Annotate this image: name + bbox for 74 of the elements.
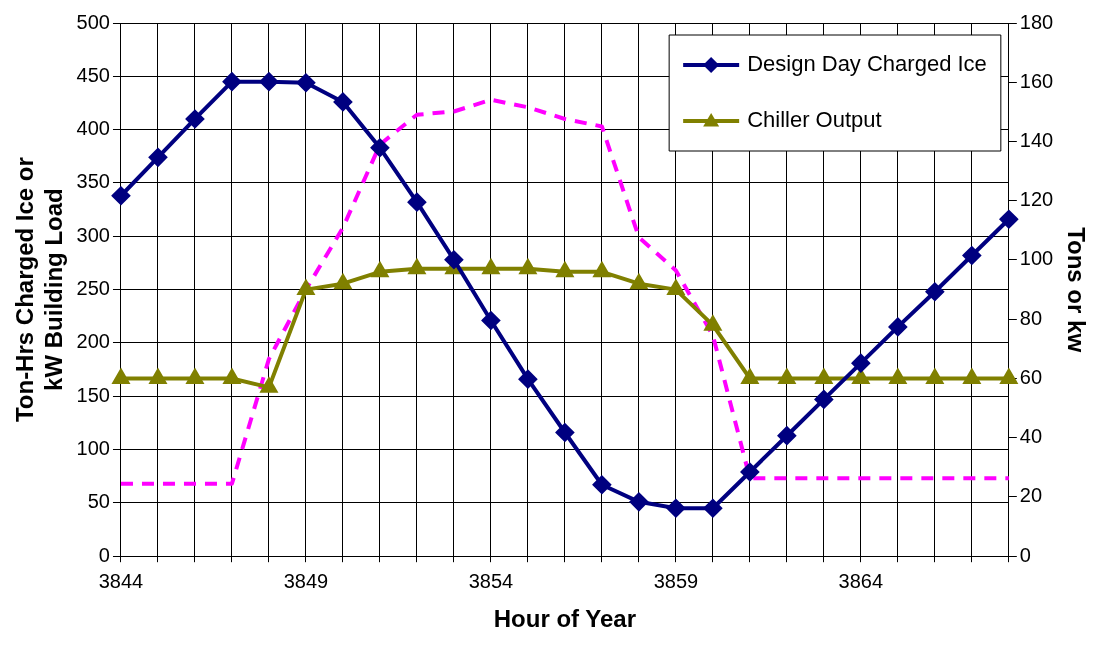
x-tick-label: 3849 (283, 569, 329, 592)
point (444, 250, 463, 269)
point (371, 262, 388, 278)
y-tick-label: 500 (76, 10, 110, 33)
point (889, 369, 906, 384)
point (222, 72, 241, 91)
y-tick-label: 50 (87, 490, 110, 513)
point (999, 210, 1018, 229)
y-tick-label: 350 (76, 170, 110, 193)
y-axis-title: Ton-Hrs Charged Ice or kW Building Load (11, 157, 67, 423)
point (111, 186, 130, 205)
point (704, 316, 721, 331)
point (518, 370, 537, 389)
x-tick-label: 3859 (653, 569, 699, 592)
point (852, 369, 869, 384)
point (963, 369, 980, 384)
point (778, 369, 795, 384)
y-tick-label: 150 (76, 383, 110, 406)
y2-tick-label: 100 (1019, 247, 1054, 270)
point (777, 426, 796, 445)
point (703, 499, 722, 518)
point (814, 390, 833, 409)
point (334, 274, 351, 290)
point (629, 492, 648, 511)
point (112, 369, 130, 384)
y-tick-label: 300 (76, 223, 110, 246)
x-tick-label: 3864 (838, 569, 884, 592)
point (481, 311, 500, 330)
point (296, 73, 315, 92)
y2-tick-label: 140 (1019, 129, 1054, 151)
y2-tick-label: 0 (1019, 543, 1031, 566)
point (259, 72, 278, 91)
y-tick-label: 0 (98, 543, 110, 566)
point (555, 423, 574, 442)
point (925, 282, 944, 301)
y2-axis-title: Tons or kw (1062, 227, 1090, 353)
point (408, 259, 425, 275)
point (740, 462, 759, 481)
point (148, 148, 167, 167)
point (926, 369, 943, 384)
point (666, 499, 685, 518)
y-tick-label: 100 (76, 437, 110, 460)
y-tick-label: 250 (76, 277, 110, 300)
point (1000, 369, 1017, 384)
point (223, 369, 241, 384)
point (815, 369, 832, 384)
point (186, 369, 204, 384)
point (888, 317, 907, 336)
y-tick-label: 400 (76, 117, 110, 140)
point (962, 246, 981, 265)
y2-tick-label: 160 (1019, 69, 1054, 92)
y2-tick-label: 40 (1019, 425, 1043, 448)
x-axis-title: Hour of Year (493, 605, 637, 633)
point (260, 378, 278, 393)
point (592, 475, 611, 494)
y-tick-label: 450 (76, 63, 110, 86)
legend-label: Chiller Output (747, 107, 882, 133)
point (407, 193, 426, 212)
y2-tick-label: 60 (1019, 365, 1043, 388)
legend-label: Design Day Charged Ice (747, 51, 987, 77)
point (149, 369, 167, 384)
point (333, 92, 352, 111)
point (851, 354, 870, 373)
point (741, 369, 758, 384)
x-tick-label: 3854 (468, 569, 514, 592)
point (519, 259, 536, 275)
y2-tick-label: 180 (1019, 10, 1054, 33)
x-tick-label: 3844 (98, 569, 144, 592)
y2-tick-label: 20 (1019, 484, 1043, 507)
y2-tick-label: 80 (1019, 306, 1043, 329)
point (185, 109, 204, 128)
y-tick-label: 200 (76, 330, 110, 353)
y2-tick-label: 120 (1019, 188, 1054, 211)
point (370, 138, 389, 157)
